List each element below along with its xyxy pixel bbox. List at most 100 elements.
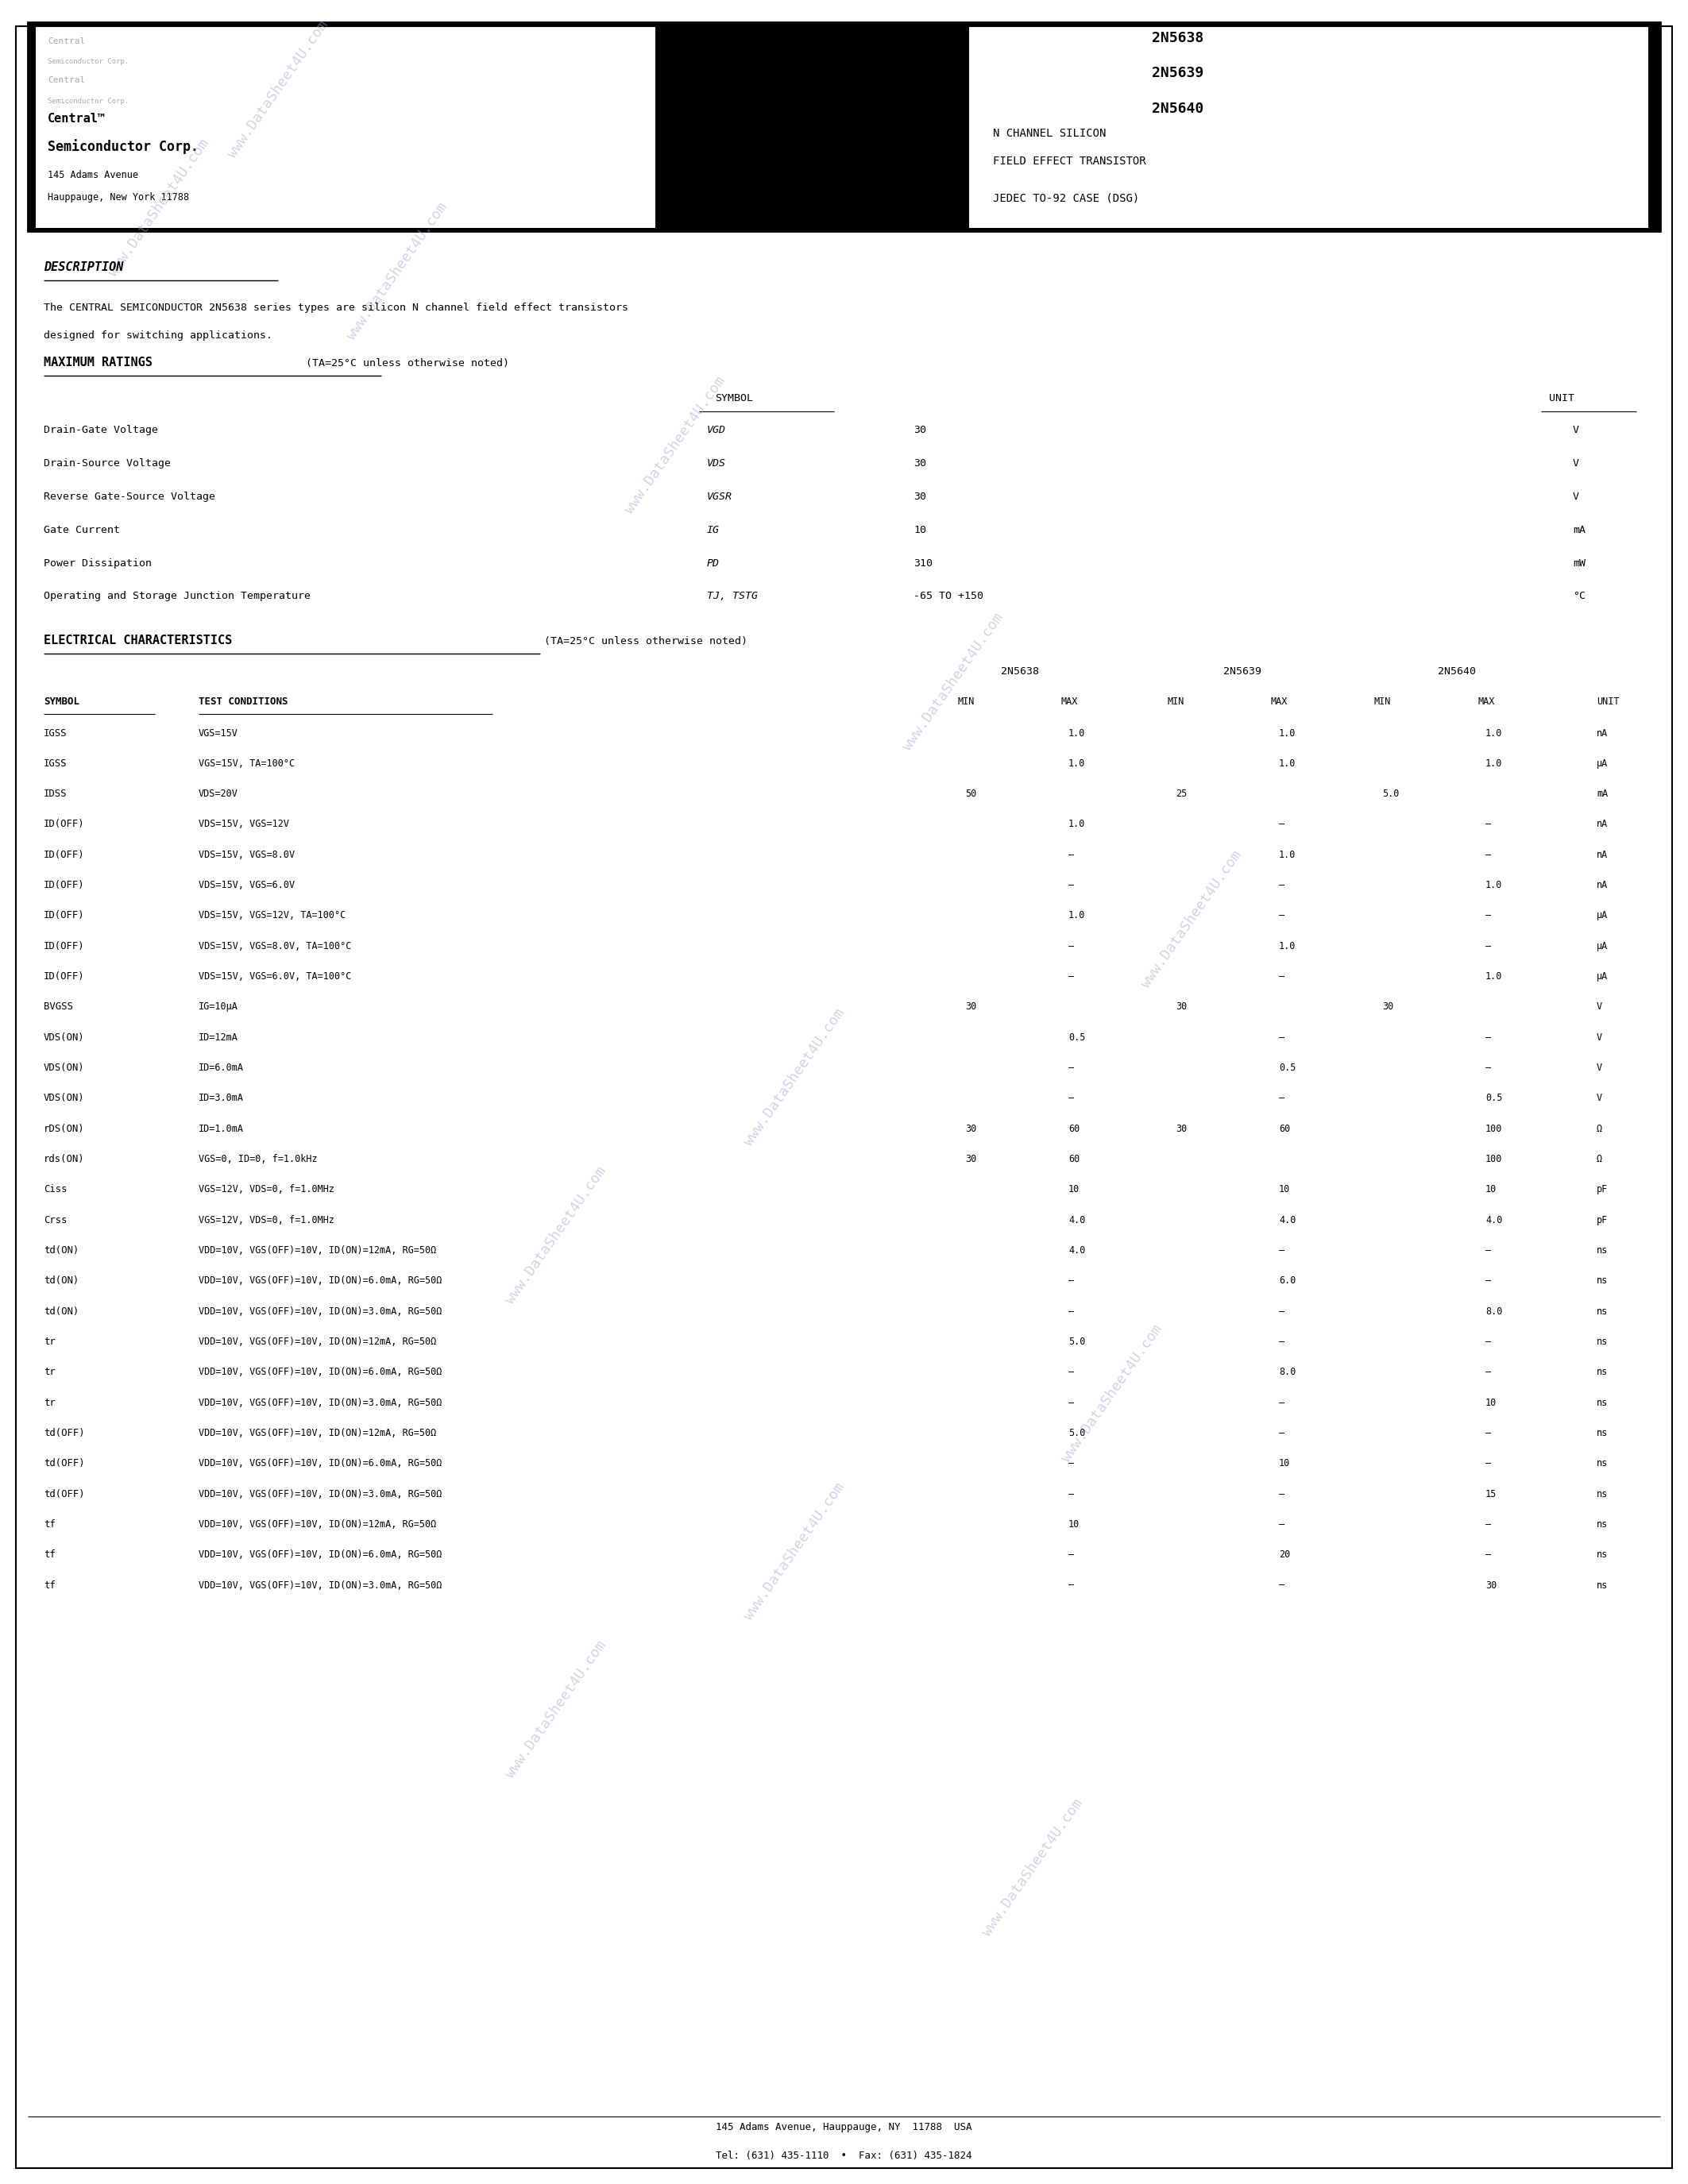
Text: VGSR: VGSR [707,491,733,502]
Text: 1.0: 1.0 [1069,758,1085,769]
Text: –: – [1280,1245,1285,1256]
Text: –: – [1485,819,1491,830]
Text: –: – [1280,819,1285,830]
Text: ns: ns [1597,1275,1609,1286]
Text: tf: tf [44,1551,56,1559]
Text: JEDEC TO-92 CASE (DSG): JEDEC TO-92 CASE (DSG) [993,192,1139,203]
Text: ID(OFF): ID(OFF) [44,972,84,981]
Text: 1.0: 1.0 [1485,880,1502,891]
Text: VGS=15V, TA=100°C: VGS=15V, TA=100°C [199,758,295,769]
Text: VGD: VGD [707,426,726,435]
Text: ns: ns [1597,1428,1609,1439]
Text: VDS=15V, VGS=12V: VDS=15V, VGS=12V [199,819,289,830]
Text: www.DataSheet4U.com: www.DataSheet4U.com [900,612,1006,753]
FancyBboxPatch shape [35,26,655,227]
Text: VDD=10V, VGS(OFF)=10V, ID(ON)=3.0mA, RG=50Ω: VDD=10V, VGS(OFF)=10V, ID(ON)=3.0mA, RG=… [199,1398,442,1409]
Text: PD: PD [707,557,719,568]
Text: Operating and Storage Junction Temperature: Operating and Storage Junction Temperatu… [44,592,311,601]
Text: Hauppauge, New York 11788: Hauppauge, New York 11788 [47,192,189,203]
Text: μA: μA [1597,911,1609,922]
Text: td(OFF): td(OFF) [44,1489,84,1498]
Text: ID(OFF): ID(OFF) [44,941,84,952]
Text: VDD=10V, VGS(OFF)=10V, ID(ON)=3.0mA, RG=50Ω: VDD=10V, VGS(OFF)=10V, ID(ON)=3.0mA, RG=… [199,1306,442,1317]
Text: IGSS: IGSS [44,758,68,769]
Text: UNIT: UNIT [1597,697,1619,708]
Text: ID=6.0mA: ID=6.0mA [199,1064,243,1072]
Text: Central: Central [47,76,84,85]
Text: MAX: MAX [1060,697,1077,708]
Text: mW: mW [1573,557,1585,568]
Text: 0.5: 0.5 [1485,1092,1502,1103]
Text: Semiconductor Corp.: Semiconductor Corp. [47,98,128,105]
Text: IG=10μA: IG=10μA [199,1002,238,1011]
Text: Tel: (631) 435-1110  •  Fax: (631) 435-1824: Tel: (631) 435-1110 • Fax: (631) 435-182… [716,2151,972,2162]
Text: ns: ns [1597,1520,1609,1529]
Text: 20: 20 [1280,1551,1290,1559]
Text: 30: 30 [913,459,927,470]
Text: VGS=12V, VDS=0, f=1.0MHz: VGS=12V, VDS=0, f=1.0MHz [199,1184,334,1195]
Text: SYMBOL: SYMBOL [44,697,79,708]
Text: VDS=15V, VGS=8.0V: VDS=15V, VGS=8.0V [199,850,295,860]
Text: –: – [1280,1398,1285,1409]
Text: 10: 10 [913,524,927,535]
Text: VDD=10V, VGS(OFF)=10V, ID(ON)=12mA, RG=50Ω: VDD=10V, VGS(OFF)=10V, ID(ON)=12mA, RG=5… [199,1245,436,1256]
Text: MAX: MAX [1477,697,1494,708]
Text: –: – [1069,1275,1074,1286]
Text: ns: ns [1597,1489,1609,1498]
Text: 1.0: 1.0 [1069,911,1085,922]
Text: VDS=15V, VGS=6.0V, TA=100°C: VDS=15V, VGS=6.0V, TA=100°C [199,972,351,981]
Text: (TA=25°C unless otherwise noted): (TA=25°C unless otherwise noted) [306,358,510,369]
Text: td(OFF): td(OFF) [44,1428,84,1439]
Text: www.DataSheet4U.com: www.DataSheet4U.com [503,1164,609,1306]
Text: ns: ns [1597,1337,1609,1348]
Text: –: – [1069,1551,1074,1559]
Text: Gate Current: Gate Current [44,524,120,535]
Text: 4.0: 4.0 [1069,1214,1085,1225]
Text: 145 Adams Avenue, Hauppauge, NY  11788  USA: 145 Adams Avenue, Hauppauge, NY 11788 US… [716,2123,972,2132]
Text: ID(OFF): ID(OFF) [44,850,84,860]
Text: 310: 310 [913,557,932,568]
Text: Ω: Ω [1597,1123,1602,1133]
Text: Central™: Central™ [47,114,106,124]
Text: 2N5638: 2N5638 [1151,31,1204,46]
Text: nA: nA [1597,727,1609,738]
Text: ID(OFF): ID(OFF) [44,819,84,830]
Text: td(OFF): td(OFF) [44,1459,84,1468]
Text: 100: 100 [1485,1123,1502,1133]
Text: Central: Central [47,37,84,46]
Text: V: V [1573,426,1580,435]
Text: Ciss: Ciss [44,1184,68,1195]
Text: ns: ns [1597,1367,1609,1378]
Text: nA: nA [1597,850,1609,860]
Text: VDD=10V, VGS(OFF)=10V, ID(ON)=6.0mA, RG=50Ω: VDD=10V, VGS(OFF)=10V, ID(ON)=6.0mA, RG=… [199,1459,442,1468]
Text: –: – [1069,1092,1074,1103]
Text: –: – [1485,1033,1491,1042]
Text: 6.0: 6.0 [1280,1275,1296,1286]
Text: nA: nA [1597,819,1609,830]
Text: –: – [1069,850,1074,860]
Text: 145 Adams Avenue: 145 Adams Avenue [47,170,138,179]
Text: –: – [1485,1337,1491,1348]
Text: –: – [1485,1064,1491,1072]
Text: Drain-Source Voltage: Drain-Source Voltage [44,459,170,470]
Text: –: – [1485,1245,1491,1256]
Text: 0.5: 0.5 [1280,1064,1296,1072]
Text: VGS=15V: VGS=15V [199,727,238,738]
Text: 25: 25 [1175,788,1187,799]
Text: –: – [1069,880,1074,891]
Text: ns: ns [1597,1398,1609,1409]
Text: 5.0: 5.0 [1069,1337,1085,1348]
Text: N CHANNEL SILICON: N CHANNEL SILICON [993,129,1106,140]
Text: SYMBOL: SYMBOL [716,393,753,404]
Text: 30: 30 [913,491,927,502]
Text: VGS=12V, VDS=0, f=1.0MHz: VGS=12V, VDS=0, f=1.0MHz [199,1214,334,1225]
Text: VDD=10V, VGS(OFF)=10V, ID(ON)=3.0mA, RG=50Ω: VDD=10V, VGS(OFF)=10V, ID(ON)=3.0mA, RG=… [199,1579,442,1590]
Text: ELECTRICAL CHARACTERISTICS: ELECTRICAL CHARACTERISTICS [44,636,233,646]
Text: designed for switching applications.: designed for switching applications. [44,330,272,341]
Text: –: – [1485,1459,1491,1468]
Text: –: – [1069,1398,1074,1409]
Text: –: – [1485,941,1491,952]
Text: V: V [1597,1033,1602,1042]
Text: DESCRIPTION: DESCRIPTION [44,262,123,273]
Text: 15: 15 [1485,1489,1497,1498]
